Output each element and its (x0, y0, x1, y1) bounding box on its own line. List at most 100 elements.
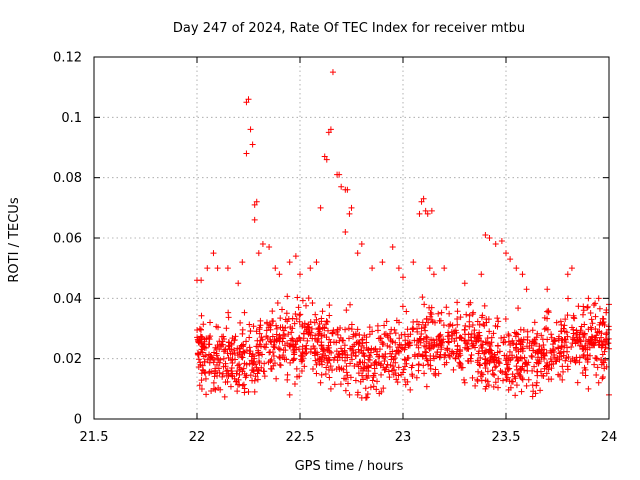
data-point (319, 348, 326, 355)
data-point (599, 359, 606, 366)
data-point (266, 244, 273, 251)
data-point (236, 349, 243, 356)
data-point (309, 300, 316, 307)
data-point (293, 365, 300, 372)
data-point (223, 368, 230, 375)
data-point (377, 335, 384, 342)
data-point (259, 241, 266, 248)
data-point (239, 259, 246, 266)
data-point (271, 344, 278, 351)
data-point (334, 326, 341, 333)
data-point (310, 343, 317, 350)
data-point (400, 274, 406, 281)
data-point (451, 328, 458, 335)
data-point (560, 368, 567, 375)
data-point (386, 343, 393, 350)
data-point (584, 341, 591, 348)
data-point (423, 349, 430, 356)
data-point (259, 351, 266, 358)
data-point (413, 374, 420, 381)
data-point (198, 370, 205, 377)
data-point (267, 321, 274, 328)
data-point (318, 353, 325, 360)
data-point (262, 344, 269, 351)
data-point (273, 331, 280, 338)
data-point (365, 363, 372, 370)
data-point (267, 322, 274, 329)
data-point (334, 331, 341, 338)
data-point (312, 357, 319, 364)
data-point (348, 345, 355, 352)
data-point (303, 342, 310, 349)
data-point (272, 265, 279, 272)
data-point (322, 321, 329, 328)
data-point (290, 347, 297, 354)
data-point (564, 271, 571, 278)
data-point (474, 318, 481, 325)
data-point (420, 362, 427, 369)
data-point (544, 326, 551, 333)
data-point (482, 364, 489, 371)
data-point (321, 346, 328, 353)
data-point (436, 317, 443, 324)
data-point (303, 302, 310, 309)
data-point (256, 330, 263, 337)
data-point (396, 335, 403, 342)
axis-ticks: 21.5 22 22.5 23 23.5 24 0 0.02 0.04 0.06 0.08 0.1 0.… (53, 51, 617, 446)
data-point (415, 321, 422, 328)
data-point (505, 386, 512, 393)
data-point (409, 325, 416, 332)
data-point (492, 322, 499, 329)
data-point (203, 391, 210, 398)
data-point (372, 345, 379, 352)
data-point (445, 338, 452, 345)
y-tick-label: 0.1 (61, 111, 82, 126)
data-point (592, 325, 599, 332)
data-point (489, 367, 496, 374)
data-point (419, 319, 426, 326)
data-point (505, 332, 512, 339)
data-point (603, 331, 610, 338)
data-point (195, 339, 202, 346)
data-point (298, 353, 305, 360)
data-point (268, 356, 275, 363)
data-point (380, 385, 387, 392)
data-point (579, 311, 586, 318)
data-point (350, 331, 357, 338)
data-point (314, 356, 321, 363)
data-point (401, 356, 408, 363)
data-point (423, 315, 430, 322)
data-point (389, 244, 396, 251)
data-point (431, 339, 438, 346)
data-point (354, 391, 361, 398)
data-point (280, 347, 287, 354)
data-point (450, 350, 457, 357)
data-point (586, 344, 593, 351)
data-point (467, 334, 474, 341)
data-point (472, 344, 479, 351)
data-point (440, 322, 447, 329)
data-point (346, 335, 353, 342)
data-point (425, 342, 432, 349)
data-point (495, 375, 502, 382)
data-point (388, 356, 395, 363)
data-point (529, 393, 536, 400)
data-point (539, 372, 546, 379)
data-point (229, 335, 236, 342)
data-point (513, 366, 520, 373)
data-point (541, 314, 548, 321)
data-point (199, 343, 206, 350)
data-point (279, 324, 286, 331)
data-point (492, 379, 499, 386)
data-point (573, 357, 580, 364)
data-point (501, 352, 508, 359)
data-point (286, 342, 293, 349)
y-tick-label: 0 (74, 413, 82, 428)
data-point (564, 312, 571, 319)
data-point (481, 302, 488, 309)
data-point (313, 259, 320, 266)
data-point (419, 294, 426, 301)
data-point (493, 363, 500, 370)
data-point (222, 363, 229, 370)
data-point (523, 286, 530, 293)
